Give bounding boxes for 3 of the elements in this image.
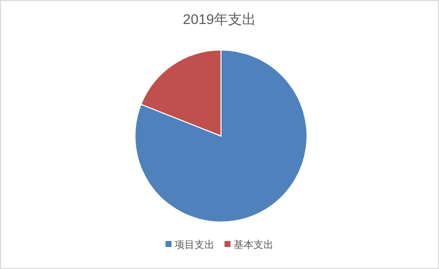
chart-title: 2019年支出 (182, 11, 256, 27)
legend-label: 项目支出 (174, 239, 214, 251)
legend-label: 基本支出 (234, 239, 274, 251)
